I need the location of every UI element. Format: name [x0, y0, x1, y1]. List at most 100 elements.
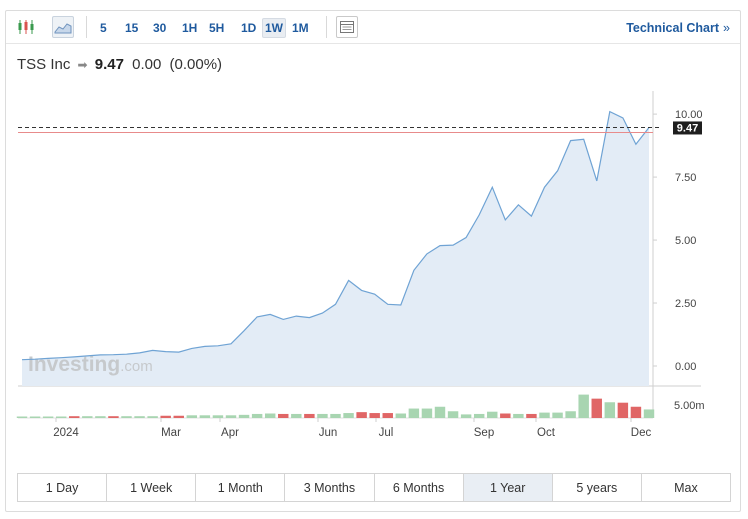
toolbar-divider	[86, 16, 87, 38]
volume-bar	[473, 413, 485, 418]
x-tick-label: 2024	[53, 427, 79, 439]
volume-bar	[121, 416, 132, 418]
price-change-percent: (0.00%)	[169, 56, 223, 73]
volume-bar	[69, 416, 80, 418]
volume-bar	[29, 416, 41, 418]
toolbar-divider	[326, 16, 327, 38]
x-tick-label: Apr	[221, 427, 239, 439]
y-tick-label: 2.50	[675, 298, 696, 310]
volume-axis-label: 5.00m	[674, 400, 705, 412]
range-button-1-week[interactable]: 1 Week	[107, 474, 197, 501]
x-tick-label: Oct	[537, 427, 556, 439]
current-price-badge	[673, 121, 702, 135]
interval-button-30[interactable]: 30	[153, 21, 167, 35]
volume-bar	[578, 394, 589, 418]
y-tick-label: 7.50	[675, 172, 696, 184]
interval-button-1d[interactable]: 1D	[241, 21, 257, 35]
interval-button-1w[interactable]: 1W	[262, 18, 286, 38]
range-button-max[interactable]: Max	[674, 480, 698, 495]
volume-bar	[539, 412, 550, 418]
volume-bar	[343, 413, 354, 418]
interval-button-1h[interactable]: 1H	[182, 21, 198, 35]
price-change: 0.00	[132, 56, 162, 73]
volume-bar	[199, 415, 211, 418]
volume-bar	[212, 415, 224, 418]
volume-bar	[513, 413, 524, 418]
volume-bar	[395, 413, 407, 418]
volume-bar	[330, 413, 341, 418]
range-button-5-years[interactable]: 5 years	[553, 474, 642, 501]
volume-bar	[134, 416, 145, 418]
volume-bar	[82, 416, 93, 418]
y-tick-label: 10.00	[675, 109, 703, 121]
volume-bar	[369, 413, 380, 418]
range-button-1-month[interactable]: 1 Month	[196, 474, 286, 501]
arrow-right-icon: ➡	[77, 58, 88, 72]
volume-bar	[408, 408, 420, 418]
volume-bar	[565, 411, 576, 418]
y-tick-label: 0.00	[675, 361, 696, 373]
volume-bar	[591, 398, 602, 418]
volume-bar	[434, 406, 446, 418]
volume-bar	[264, 413, 276, 418]
area-chart-icon[interactable]	[52, 16, 74, 38]
quote-header: TSS Inc ➡ 9.47 0.00 (0.00%)	[17, 55, 222, 75]
y-tick-label: 5.00	[675, 235, 696, 247]
x-tick-label: Jul	[379, 427, 394, 439]
interval-button-1m[interactable]: 1M	[292, 21, 309, 35]
interval-button-5h[interactable]: 5H	[209, 21, 225, 35]
price-area-fill	[22, 111, 649, 386]
volume-bar	[552, 412, 563, 418]
range-button-1-day[interactable]: 1 Day	[18, 474, 108, 501]
investing-logo-suffix: .com	[120, 358, 153, 375]
current-price-label: 9.47	[677, 122, 698, 134]
volume-bar	[160, 415, 171, 418]
range-button-1-year[interactable]: 1 Year	[463, 474, 553, 501]
volume-bar	[356, 412, 367, 418]
chart-widget: 5 15 30 1H 5H 1D 1W 1M Technical Chart» TSS Inc…	[5, 10, 741, 512]
last-price: 9.47	[94, 56, 124, 73]
volume-bar	[55, 416, 67, 418]
interval-button-15[interactable]: 15	[125, 21, 139, 35]
volume-bar	[421, 408, 433, 418]
volume-bar	[238, 414, 250, 418]
volume-bar	[526, 413, 537, 418]
volume-bar	[42, 416, 54, 418]
chart-toolbar: 5 15 30 1H 5H 1D 1W 1M Technical Chart»	[6, 11, 740, 44]
volume-bar	[278, 413, 289, 418]
volume-bar	[317, 413, 328, 418]
range-button-3-months[interactable]: 3 Months	[285, 474, 375, 501]
volume-bar	[447, 411, 459, 418]
volume-bar	[604, 402, 616, 418]
volume-bar	[147, 416, 158, 418]
range-button-6-months[interactable]: 6 Months	[375, 474, 464, 501]
table-view-icon[interactable]	[336, 16, 358, 38]
volume-bar	[382, 413, 393, 418]
volume-bar	[251, 413, 263, 418]
x-tick-label: Jun	[319, 427, 338, 439]
interval-button-5[interactable]: 5	[100, 21, 107, 35]
volume-bar	[630, 406, 642, 418]
instrument-name: TSS Inc	[17, 56, 71, 73]
volume-bar	[225, 415, 237, 418]
candlestick-chart-icon[interactable]	[15, 16, 37, 38]
volume-bar	[460, 414, 472, 418]
volume-bar	[291, 413, 302, 418]
volume-bar	[643, 409, 655, 418]
volume-bar	[500, 413, 511, 418]
price-chart[interactable]: Investing.com9.470.002.505.007.5010.005.…	[6, 11, 742, 441]
x-tick-label: Sep	[474, 427, 494, 439]
volume-bar	[108, 416, 119, 418]
x-tick-label: Dec	[631, 427, 652, 439]
volume-bar	[16, 416, 28, 418]
volume-bar	[186, 415, 198, 418]
volume-bar	[95, 416, 106, 418]
technical-chart-link[interactable]: Technical Chart»	[626, 18, 730, 38]
x-tick-label: Mar	[161, 427, 181, 439]
volume-bar	[304, 413, 315, 418]
volume-bar	[173, 415, 184, 418]
volume-bar	[617, 402, 629, 418]
double-chevron-right-icon: »	[723, 21, 730, 35]
technical-chart-label: Technical Chart	[626, 21, 720, 35]
volume-bar	[487, 411, 498, 418]
